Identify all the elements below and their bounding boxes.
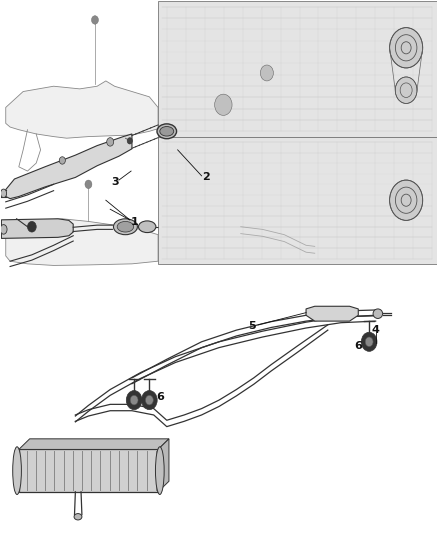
Polygon shape (6, 81, 158, 138)
Polygon shape (1, 219, 73, 238)
Circle shape (130, 395, 138, 405)
Polygon shape (158, 136, 437, 264)
Ellipse shape (157, 124, 177, 139)
Ellipse shape (373, 309, 383, 318)
Circle shape (127, 138, 132, 144)
Ellipse shape (117, 221, 134, 232)
Circle shape (107, 138, 114, 146)
Circle shape (361, 332, 377, 351)
Text: 1: 1 (130, 217, 138, 228)
Circle shape (260, 65, 273, 81)
Circle shape (365, 337, 373, 346)
Polygon shape (19, 449, 158, 492)
Text: 6: 6 (156, 392, 164, 402)
Ellipse shape (113, 219, 138, 235)
Ellipse shape (0, 189, 7, 198)
Circle shape (395, 77, 417, 103)
Polygon shape (158, 2, 437, 136)
Polygon shape (306, 306, 358, 321)
Circle shape (215, 94, 232, 115)
Ellipse shape (13, 447, 21, 495)
Ellipse shape (138, 221, 156, 232)
Text: 2: 2 (202, 172, 210, 182)
Polygon shape (19, 439, 169, 449)
Text: 4: 4 (372, 325, 380, 335)
Circle shape (85, 180, 92, 189)
Circle shape (390, 180, 423, 220)
Ellipse shape (74, 514, 82, 520)
Circle shape (390, 28, 423, 68)
Ellipse shape (160, 126, 174, 136)
Ellipse shape (0, 224, 7, 234)
Text: 5: 5 (248, 321, 255, 331)
Circle shape (126, 391, 142, 410)
Polygon shape (158, 439, 169, 492)
Text: 6: 6 (354, 341, 362, 351)
Circle shape (145, 395, 153, 405)
Circle shape (59, 157, 65, 164)
Ellipse shape (155, 447, 164, 495)
Polygon shape (6, 134, 132, 199)
Circle shape (92, 15, 99, 24)
Circle shape (28, 221, 36, 232)
Text: 3: 3 (112, 176, 119, 187)
Polygon shape (6, 219, 158, 265)
Circle shape (141, 391, 157, 410)
